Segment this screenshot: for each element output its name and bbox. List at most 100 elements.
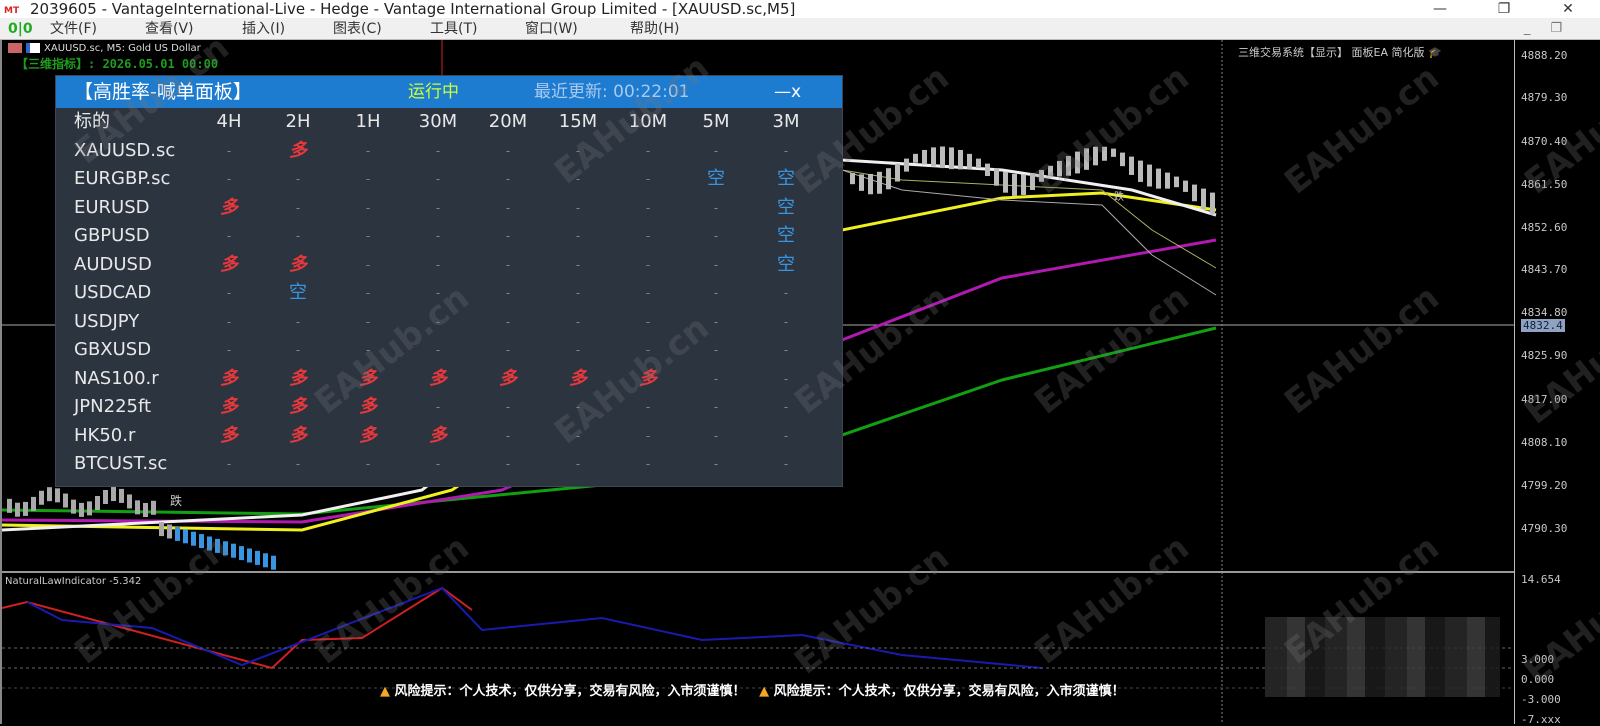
candle [1012, 173, 1017, 196]
candle [119, 488, 124, 503]
menu-view[interactable]: 查看(V) [145, 21, 194, 37]
long-signal: 多 [359, 424, 377, 446]
menu-tools[interactable]: 工具(T) [430, 21, 478, 37]
price-tick: 4799.20 [1521, 479, 1568, 492]
candle [895, 163, 900, 182]
candle [135, 500, 140, 515]
signal-row: AUDUSD 多 多 - - - - - - 空 [56, 251, 844, 280]
indicator-tick: 14.654 [1521, 573, 1561, 586]
candle [231, 543, 236, 558]
symbol-name: USDCAD [74, 282, 152, 303]
menu-help[interactable]: 帮助(H) [630, 21, 680, 37]
candles [7, 146, 1215, 570]
chart-grid-icon [8, 43, 22, 53]
mdi-restore-button[interactable]: ❐ [1550, 21, 1582, 36]
candle [239, 546, 244, 561]
signal-row: GBPUSD - - - - - - - - 空 [56, 222, 844, 251]
no-signal: - [365, 257, 371, 272]
no-signal: - [575, 286, 581, 300]
signal-row: GBXUSD - - - - - - - - - [56, 336, 844, 365]
candle [71, 499, 76, 514]
menu-insert[interactable]: 插入(I) [242, 21, 286, 37]
no-signal: - [645, 428, 651, 443]
indicator-blue [26, 586, 1043, 669]
signal-row: HK50.r 多 多 多 多 - - - - - [56, 422, 844, 451]
no-signal: - [575, 343, 581, 357]
no-signal: - [295, 343, 301, 357]
candle [103, 489, 108, 504]
symbol-name: JPN225ft [74, 396, 152, 417]
long-signal: 多 [289, 253, 307, 275]
restore-button[interactable]: ❐ [1497, 1, 1511, 17]
menu-window[interactable]: 窗口(W) [525, 21, 578, 37]
long-signal: 多 [359, 396, 377, 417]
candle [940, 146, 945, 169]
short-signal: 空 [777, 168, 795, 189]
long-signal: 多 [429, 424, 447, 446]
symbol-name: GBXUSD [74, 339, 152, 360]
price-tick: 4861.50 [1521, 178, 1568, 191]
symbol-name: HK50.r [74, 424, 136, 446]
price-axis[interactable]: 4888.20 4879.30 4870.40 4861.50 4852.60 4843.… [1514, 40, 1600, 726]
candle [922, 149, 927, 165]
no-signal: - [435, 143, 441, 158]
candle [1084, 148, 1089, 170]
no-signal: - [505, 200, 511, 215]
indicator-tick: 3.000 [1521, 653, 1555, 666]
short-signal: 空 [707, 168, 725, 189]
candle [247, 548, 252, 563]
candle [1111, 148, 1116, 157]
signal-grid: 标的 4H 2H 1H 30M 20M 15M 10M 5M 3M XAUUSD.sc - 多 - - - - -… [56, 108, 844, 479]
candle [1210, 192, 1215, 215]
title-bar: MT 2039605 - VantageInternational-Live -… [0, 0, 1600, 18]
candle [1102, 146, 1107, 161]
no-signal: - [783, 400, 789, 414]
long-signal: 多 [220, 253, 238, 275]
column-header: 15M [558, 111, 598, 132]
candle [111, 487, 116, 502]
candle [931, 147, 936, 167]
gray-ma [841, 169, 1217, 296]
symbol-name: GBPUSD [74, 225, 150, 246]
long-signal: 多 [220, 367, 238, 389]
no-signal: - [505, 257, 511, 272]
no-signal: - [295, 457, 301, 471]
price-tick: 4790.30 [1521, 522, 1568, 535]
close-button[interactable]: ✕ [1562, 1, 1574, 17]
price-tick: 4879.30 [1521, 91, 1568, 104]
mdi-minimize-button[interactable]: _ [1523, 21, 1551, 36]
no-signal: - [365, 286, 371, 300]
menu-charts[interactable]: 图表(C) [333, 21, 382, 37]
panel-header[interactable]: 【高胜率-喊单面板】 运行中 最近更新: 00:22:01 —x [56, 76, 842, 108]
menu-file[interactable]: 文件(F) [50, 21, 97, 37]
no-signal: - [435, 257, 441, 272]
candle [79, 502, 84, 517]
minimize-button[interactable]: — [1433, 1, 1447, 17]
panel-status: 运行中 [408, 82, 459, 102]
short-signal: 空 [289, 282, 307, 303]
window-title: 2039605 - VantageInternational-Live - He… [30, 0, 796, 18]
current-price-label: 4832.4 [1521, 319, 1565, 332]
no-signal: - [435, 343, 441, 357]
signal-row: JPN225ft 多 多 多 - - - - - - [56, 393, 844, 422]
column-header: 5M [702, 111, 730, 132]
candle [1120, 152, 1125, 167]
chart-type-icon [26, 43, 40, 53]
candle [859, 174, 864, 191]
candle [39, 490, 44, 505]
candle [151, 500, 156, 515]
no-signal: - [435, 400, 441, 414]
no-signal: - [575, 257, 581, 272]
candle [15, 502, 20, 517]
candle [23, 501, 28, 516]
candle [877, 171, 882, 194]
candle [127, 494, 132, 509]
symbol-name: USDJPY [74, 310, 140, 332]
no-signal: - [505, 400, 511, 414]
chart-app-icon: 0|0 [8, 21, 33, 37]
no-signal: - [226, 172, 232, 186]
panel-close-button[interactable]: —x [774, 82, 802, 102]
candle [850, 172, 855, 185]
candle [1174, 176, 1179, 188]
column-header: 标的 [74, 111, 110, 132]
